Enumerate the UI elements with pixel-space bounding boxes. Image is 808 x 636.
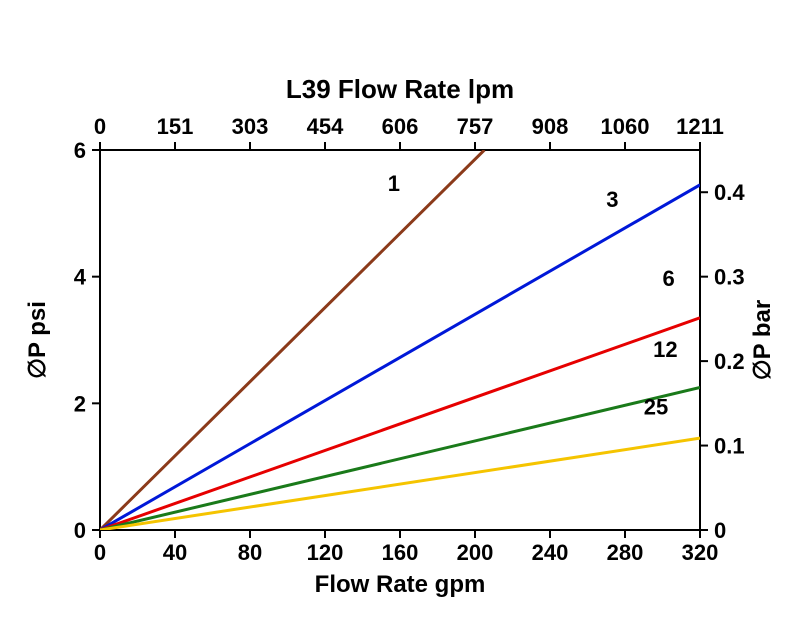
ytick-left-label: 0: [74, 518, 86, 543]
xtick-top-label: 0: [94, 114, 106, 139]
xtick-top-label: 1060: [601, 114, 650, 139]
series-label-3: 3: [606, 187, 618, 212]
ytick-right-label: 0.2: [714, 349, 745, 374]
ytick-left-label: 2: [74, 391, 86, 416]
series-label-6: 6: [663, 266, 675, 291]
series-line-25: [100, 438, 700, 530]
xtick-bottom-label: 120: [307, 540, 344, 565]
chart-container: 04080120160200240280320Flow Rate gpm0151…: [0, 0, 808, 636]
series-label-25: 25: [644, 395, 668, 420]
xtick-bottom-label: 200: [457, 540, 494, 565]
xtick-bottom-label: 240: [532, 540, 569, 565]
ytick-right-label: 0: [714, 518, 726, 543]
series-label-1: 1: [388, 171, 400, 196]
ytick-left-label: 6: [74, 138, 86, 163]
xtick-top-label: 757: [457, 114, 494, 139]
xtick-bottom-label: 40: [163, 540, 187, 565]
series-line-6: [100, 318, 700, 530]
line-chart: 04080120160200240280320Flow Rate gpm0151…: [0, 0, 808, 636]
ytick-right-label: 0.1: [714, 434, 745, 459]
xtick-top-label: 908: [532, 114, 569, 139]
series-line-3: [100, 185, 700, 530]
xtick-bottom-label: 160: [382, 540, 419, 565]
xtick-bottom-label: 280: [607, 540, 644, 565]
xtick-top-label: 606: [382, 114, 419, 139]
xtick-top-label: 1211: [676, 114, 724, 139]
series-label-12: 12: [653, 337, 677, 362]
xtick-bottom-label: 320: [682, 540, 719, 565]
series-line-12: [100, 388, 700, 531]
ytick-right-label: 0.3: [714, 265, 745, 290]
y-axis-left-title: ∅P psi: [24, 301, 51, 379]
ytick-right-label: 0.4: [714, 180, 745, 205]
xtick-top-label: 454: [307, 114, 344, 139]
xtick-top-label: 151: [157, 114, 194, 139]
ytick-left-label: 4: [74, 265, 87, 290]
xtick-bottom-label: 80: [238, 540, 262, 565]
xtick-bottom-label: 0: [94, 540, 106, 565]
y-axis-right-title: ∅P bar: [749, 300, 776, 381]
chart-title: L39 Flow Rate lpm: [286, 74, 514, 104]
x-axis-bottom-title: Flow Rate gpm: [315, 571, 486, 598]
series-line-1: [100, 150, 484, 530]
xtick-top-label: 303: [232, 114, 269, 139]
